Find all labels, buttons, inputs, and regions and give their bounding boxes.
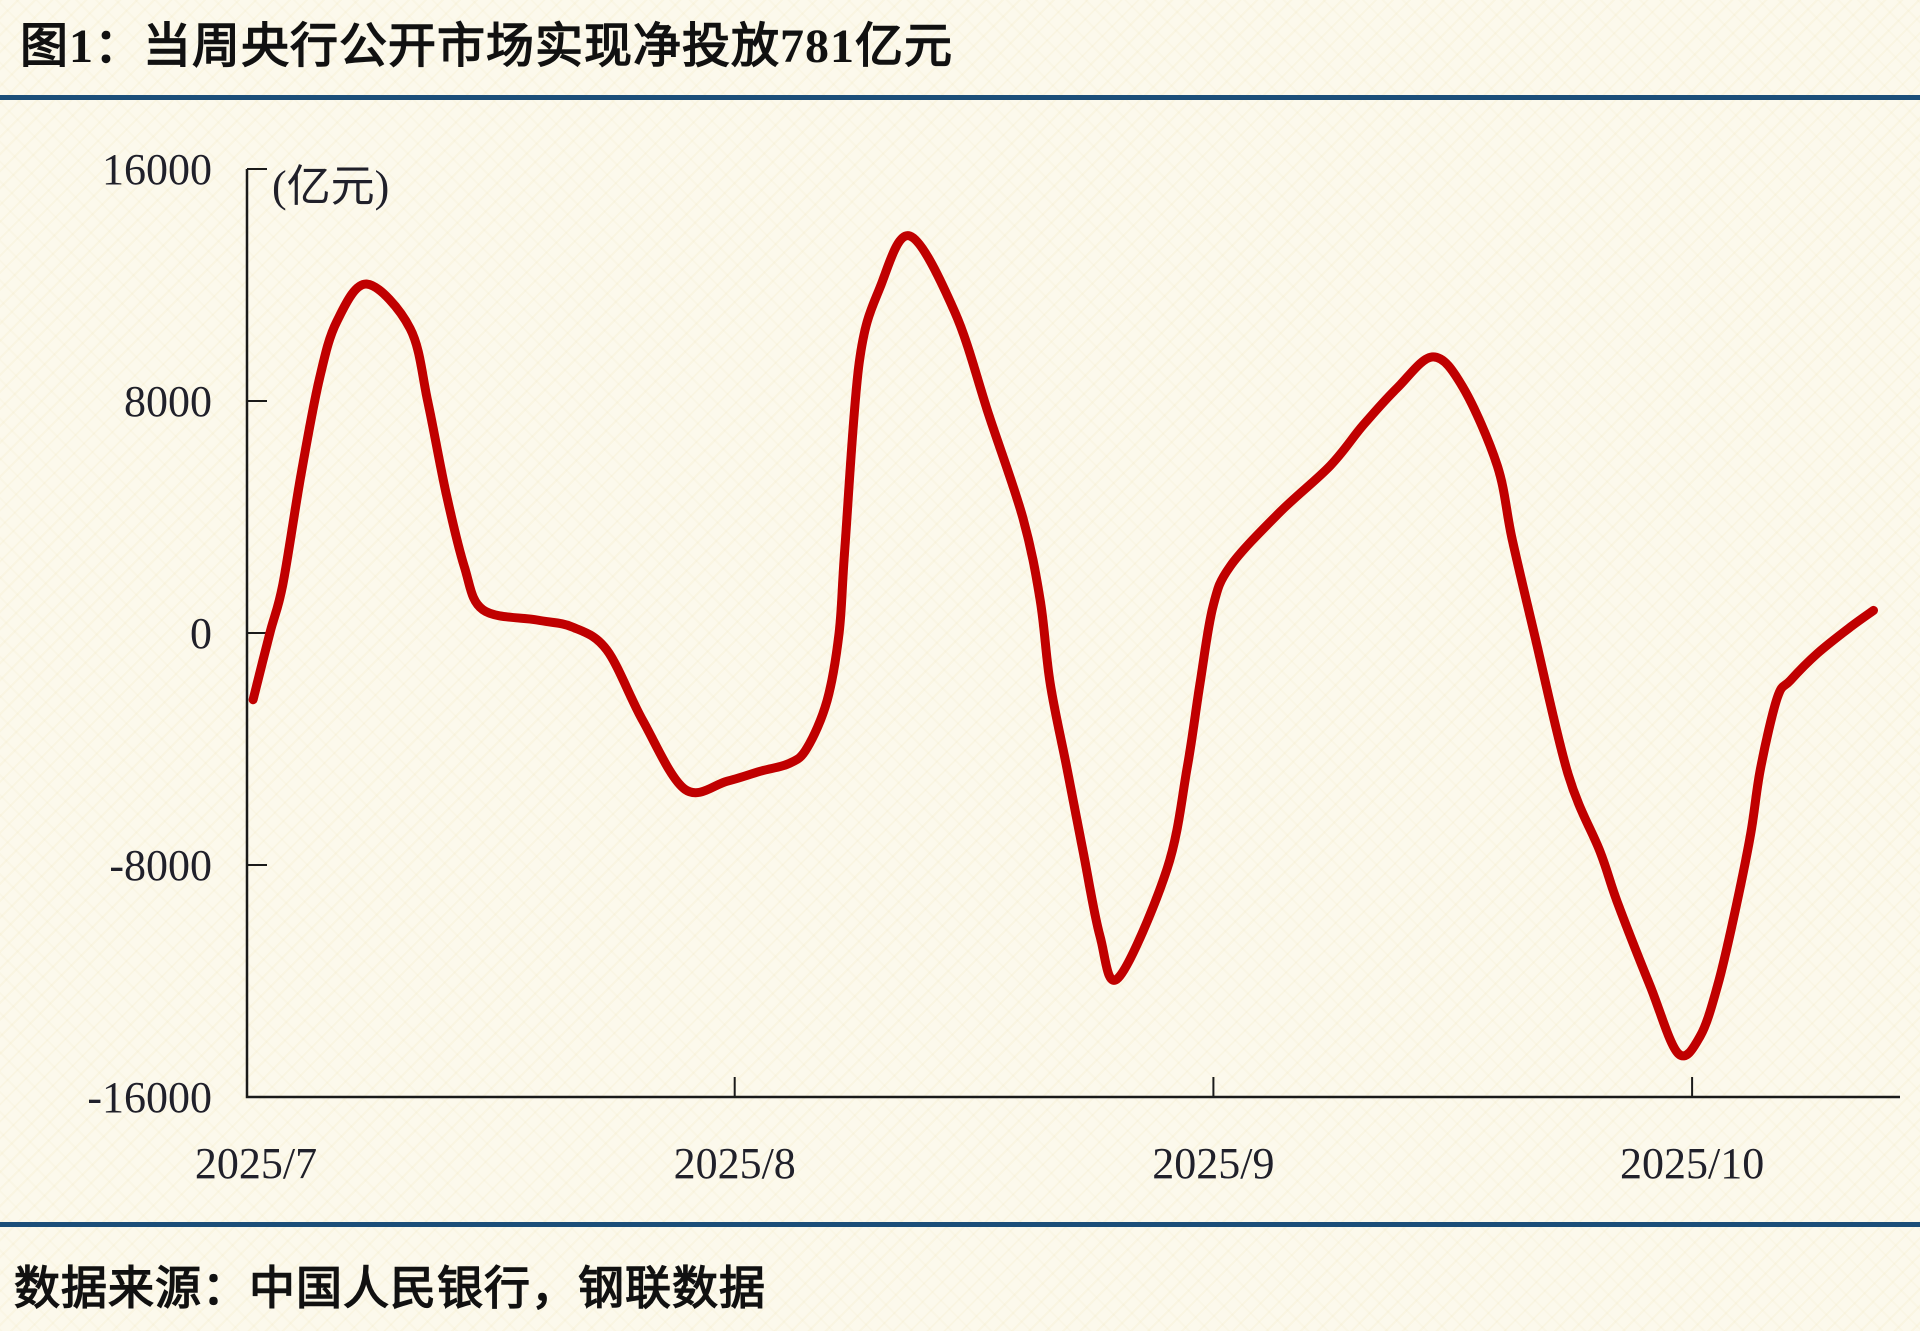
y-tick-label: 8000 (124, 377, 212, 426)
title-divider-line (0, 95, 1920, 100)
data-source-note: 数据来源：中国人民银行，钢联数据 (14, 1263, 766, 1314)
axes (245, 169, 1900, 1099)
figure-title: 图1：当周央行公开市场实现净投放781亿元 (20, 20, 954, 73)
series-line-net-injection (248, 231, 1878, 1061)
y-tick-label: -8000 (109, 841, 212, 890)
y-tick-label: 16000 (102, 145, 212, 194)
x-tick-label: 2025/7 (195, 1139, 317, 1188)
x-tick-label: 2025/8 (674, 1139, 796, 1188)
x-tick-label: 2025/10 (1620, 1139, 1764, 1188)
y-tick-label: 0 (190, 609, 212, 658)
axis-unit-label: (亿元) (272, 162, 389, 211)
footer-divider-line (0, 1222, 1920, 1227)
x-tick-label: 2025/9 (1152, 1139, 1274, 1188)
y-tick-label: -16000 (87, 1073, 212, 1122)
